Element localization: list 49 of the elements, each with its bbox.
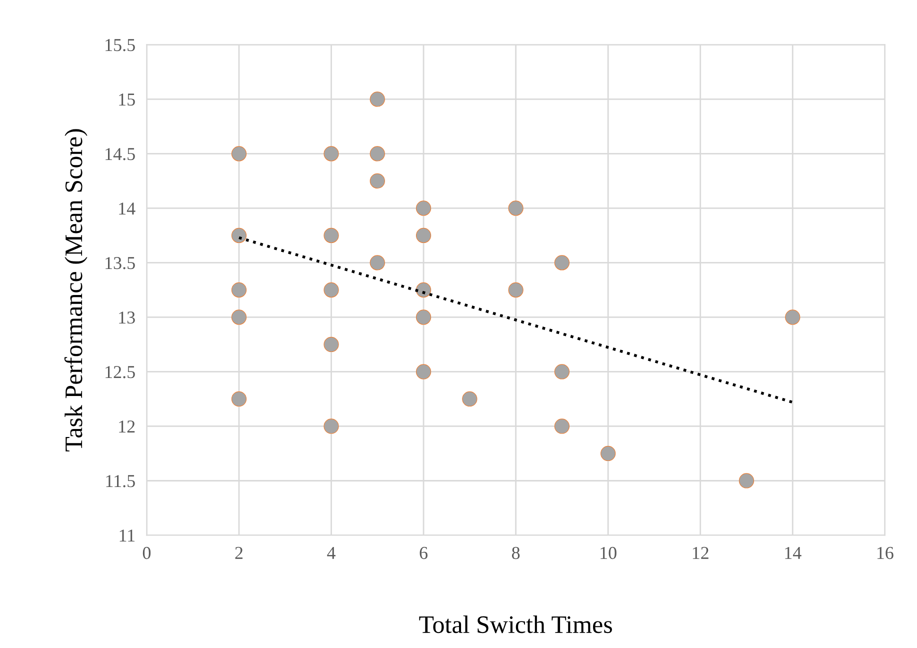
- point: [416, 200, 432, 216]
- point: [416, 364, 432, 380]
- x-tick-label: 16: [877, 546, 894, 560]
- point: [416, 228, 432, 244]
- point: [508, 282, 524, 298]
- point: [508, 200, 524, 216]
- point: [231, 391, 247, 407]
- point: [738, 473, 754, 488]
- point: [324, 336, 339, 352]
- point: [554, 255, 570, 270]
- point: [462, 391, 478, 407]
- x-tick-label: 2: [235, 546, 243, 559]
- point: [554, 418, 570, 434]
- point: [231, 282, 247, 298]
- x-tick-label: 6: [420, 546, 428, 560]
- y-tick-label: 11: [120, 530, 135, 542]
- point: [416, 282, 432, 298]
- y-tick-label: 12: [119, 420, 135, 433]
- point: [231, 146, 247, 162]
- y-tick-label: 13: [119, 312, 135, 324]
- x-tick-label: 4: [327, 547, 336, 559]
- point: [416, 310, 432, 325]
- point: [324, 146, 339, 162]
- x-tick-label: 0: [142, 546, 151, 560]
- point: [231, 310, 247, 325]
- point: [554, 364, 570, 380]
- x-tick-label: 8: [512, 546, 520, 560]
- y-tick-label: 15: [119, 94, 135, 106]
- y-tick-label: 15.5: [106, 39, 135, 52]
- point: [785, 310, 800, 325]
- point: [600, 446, 616, 462]
- point: [370, 92, 385, 107]
- x-tick-label: 12: [692, 546, 708, 559]
- y-axis-title: Task Performance (Mean Score): [64, 129, 88, 452]
- point: [231, 228, 247, 244]
- x-axis-title: Total Swicth Times: [419, 616, 612, 634]
- y-tick-label: 12.5: [106, 366, 135, 378]
- point: [370, 173, 385, 189]
- point: [324, 228, 339, 244]
- point: [324, 418, 339, 434]
- point: [370, 255, 385, 270]
- y-tick-label: 13.5: [106, 257, 135, 270]
- point: [324, 282, 339, 298]
- y-tick-label: 14.5: [106, 148, 135, 160]
- x-tick-label: 10: [600, 546, 616, 560]
- y-tick-label: 14: [119, 202, 136, 214]
- point: [370, 146, 385, 162]
- x-tick-label: 14: [785, 546, 802, 559]
- y-tick-label: 11.5: [106, 475, 135, 488]
